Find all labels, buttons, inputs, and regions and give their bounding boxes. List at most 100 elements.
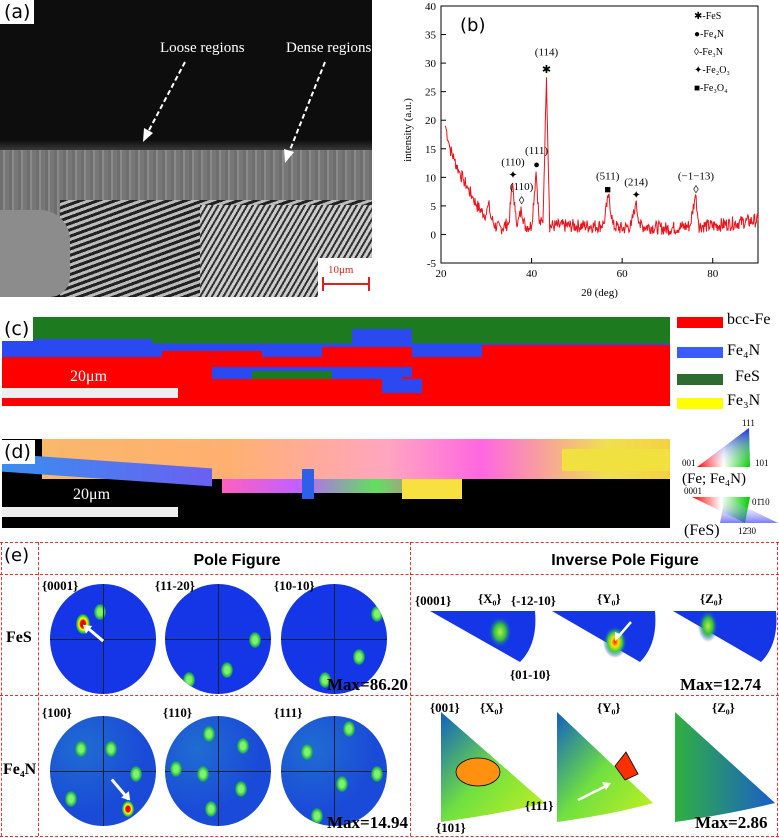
legend-swatch-fe4n: [677, 347, 723, 358]
inverse-pole-figure-header: Inverse Pole Figure: [551, 552, 699, 569]
ipf-label: {101}: [436, 820, 466, 835]
ipf-max-fes: Max=12.74: [680, 675, 761, 694]
y-tick-label: 35: [425, 30, 437, 42]
ipf-max-fe4n: Max=2.86: [695, 813, 768, 832]
phase-map: [2, 317, 670, 406]
y-tick-label: 15: [425, 144, 437, 156]
y-tick-label: 40: [425, 1, 437, 13]
key-fes-caption: (FeS): [684, 522, 720, 539]
peak-label: (511): [596, 171, 620, 183]
legend-swatch-bcc-fe: [677, 317, 723, 328]
legend-swatch-fe3n: [677, 398, 723, 409]
pole-max-fes: Max=86.20: [327, 675, 408, 694]
ipf-label: {Z₀}: [712, 700, 735, 715]
peak-marker: ✦: [632, 189, 641, 201]
scale-bar-a: 10μm: [318, 258, 372, 297]
pole-figure-header: Pole Figure: [193, 552, 281, 569]
y-tick-label: 30: [425, 58, 437, 70]
key-12-30: 12̄30: [738, 526, 756, 536]
y-axis-label: intensity (a.u.): [402, 98, 414, 162]
peak-label: (110): [510, 181, 534, 193]
ipf-label: {Z₀}: [700, 591, 723, 606]
scale-label-d: 20μm: [73, 486, 111, 503]
ipf-fe4n-z0: [675, 712, 775, 822]
panel-e-label: (e): [4, 545, 30, 566]
scale-bar-d: [2, 507, 178, 517]
xrd-series-line: [445, 77, 759, 236]
x-tick-label: 80: [707, 268, 719, 280]
key-101: 101: [755, 458, 769, 468]
panel-a-label: (a): [0, 0, 35, 24]
orientation-map: [2, 439, 670, 528]
panel-d-label: (d): [0, 440, 35, 464]
ipf-label: {X₀}: [480, 700, 504, 715]
key-0001: 0001: [684, 486, 702, 496]
sem-micrograph: Loose regions Dense regions 10μm: [0, 0, 372, 297]
legend-entry: ◊-Fe₃N: [694, 47, 723, 58]
peak-label: (114): [535, 47, 559, 59]
scale-label-c: 20μm: [70, 368, 108, 385]
legend-label: Fe₃N: [727, 392, 761, 409]
peak-label: (214): [624, 176, 648, 188]
peak-marker: ✱: [542, 64, 551, 76]
peak-marker: ◊: [693, 184, 699, 196]
y-tick-label: -5: [427, 258, 437, 270]
key-fe-caption: (Fe; Fe₄N): [682, 471, 746, 487]
row-label-fes: FeS: [6, 629, 32, 646]
legend-entry: ✦-Fe₂O₃: [694, 65, 730, 76]
ipf-fe4n-y0: [557, 712, 653, 822]
pole-label: {0001}: [42, 578, 79, 593]
ipf-label: {-12-10}: [511, 593, 556, 608]
key-01-10: 01̄10: [752, 497, 770, 507]
ipf-label: {Y₀}: [597, 700, 621, 715]
ipf-label: {Y₀}: [597, 591, 621, 606]
pole-label: {10-10}: [274, 578, 315, 593]
ipf-fes-x0: [430, 611, 536, 662]
pole-label: {100}: [42, 705, 72, 720]
pole-label: {110}: [163, 705, 193, 720]
ipf-fe4n-x0: [441, 712, 545, 822]
pole-figure-fe4n-111: [281, 716, 387, 826]
x-tick-label: 60: [617, 268, 629, 280]
legend-swatch-fes: [677, 374, 723, 385]
plot-frame: [440, 5, 759, 264]
ipf-fes-y0: [552, 611, 656, 662]
panel-c-label: (c): [0, 317, 34, 341]
peak-marker: ■: [604, 184, 611, 196]
pole-figure-fes-11-20: [165, 584, 271, 694]
x-tick-label: 40: [526, 268, 538, 280]
ipf-label: {X₀}: [478, 591, 502, 606]
ipf-label: {01-10}: [510, 667, 551, 682]
key-111: 111: [742, 418, 755, 428]
xrd-chart: -5 0 5 10 15 20 25 30 35 40 20 40 60 80 2θ (deg) intens…: [402, 1, 759, 299]
pole-figure-fes-10-10: [281, 584, 387, 694]
x-tick-label: 20: [436, 268, 448, 280]
arrow-icon: [577, 784, 607, 802]
ipf-label: {001}: [430, 700, 460, 715]
legend-label: FeS: [735, 368, 760, 385]
y-tick-label: 5: [431, 201, 437, 213]
key-001: 001: [682, 458, 696, 468]
dense-regions-label: Dense regions: [286, 40, 372, 56]
peak-marker: ✦: [508, 169, 517, 181]
peak-marker: ◊: [519, 195, 525, 207]
legend-entry: ●-Fe₄N: [694, 29, 724, 40]
panel-b-label: (b): [460, 15, 485, 36]
scale-bar-c: [2, 388, 178, 398]
legend-entry: ■-Fe₃O₄: [694, 83, 728, 94]
ipf-color-keys: [692, 428, 778, 523]
pole-figure-fe4n-110: [165, 716, 271, 826]
legend-entry: ✱-FeS: [694, 11, 721, 22]
pole-figure-fe4n-100: [50, 716, 156, 826]
legend-label: bcc-Fe: [727, 311, 771, 328]
y-tick-label: 10: [425, 172, 437, 184]
y-tick-label: 25: [425, 87, 437, 99]
y-tick-label: 0: [431, 229, 437, 241]
row-label-fe4n: Fe₄N: [3, 761, 37, 778]
ipf-label: {0001}: [415, 593, 452, 608]
ipf-label: {111}: [525, 798, 554, 813]
inverse-pole-figures: [430, 610, 777, 822]
loose-regions-label: Loose regions: [160, 40, 245, 56]
region-arrows: [143, 61, 326, 163]
pole-max-fe4n: Max=14.94: [327, 813, 408, 832]
